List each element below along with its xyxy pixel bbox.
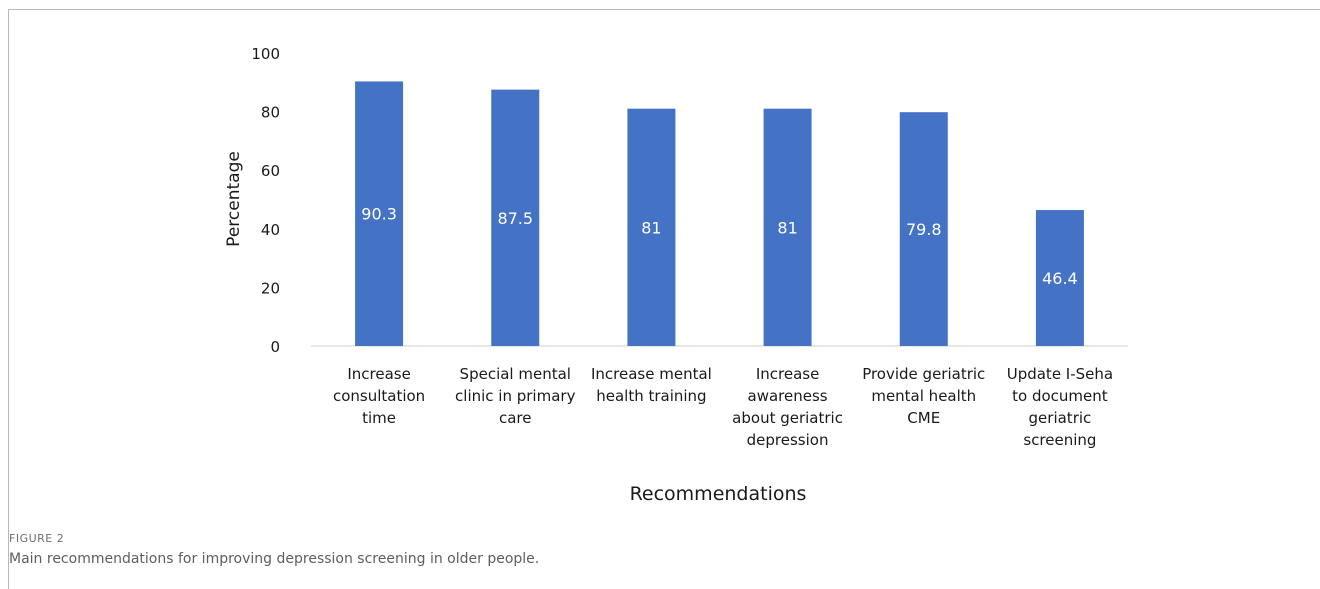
category-label-line: mental health: [871, 387, 976, 405]
y-tick-label: 100: [251, 45, 280, 63]
category-label-line: Provide geriatric: [862, 365, 985, 383]
category-label: Increase mental health training: [591, 365, 712, 405]
category-label-line: Increase: [756, 365, 819, 383]
category-label-line: awareness: [748, 387, 828, 405]
frame-top-border: [8, 9, 1320, 10]
data-label: 87.5: [497, 209, 533, 228]
category-label: Update I-Seha to document geriatric screeni…: [1007, 365, 1113, 449]
category-label-line: depression: [747, 431, 829, 449]
category-label-line: Increase: [347, 365, 410, 383]
category-label-line: care: [499, 409, 532, 427]
figure-label: FIGURE 2: [9, 532, 65, 545]
category-label-line: Special mental: [460, 365, 571, 383]
y-tick-label: 80: [261, 104, 280, 122]
category-label-line: to document: [1012, 387, 1108, 405]
y-tick-label: 40: [261, 221, 280, 239]
category-label-line: time: [362, 409, 396, 427]
category-label-line: geriatric: [1029, 409, 1092, 427]
category-label: Increase awareness about geriatric depressi…: [732, 365, 843, 449]
category-label-line: health training: [596, 387, 706, 405]
data-label: 79.8: [906, 220, 942, 239]
category-label: Special mental clinic in primary care: [455, 365, 576, 427]
bar: [627, 108, 676, 346]
category-label-line: Increase mental: [591, 365, 712, 383]
category-label: Increase consultation time: [333, 365, 425, 427]
bar: [763, 108, 812, 346]
figure-caption: Main recommendations for improving depre…: [9, 551, 540, 567]
data-label: 81: [641, 218, 661, 237]
y-tick-label: 60: [261, 162, 280, 180]
x-axis-title: Recommendations: [630, 483, 807, 505]
data-label: 46.4: [1042, 269, 1078, 288]
bar: [1035, 210, 1084, 346]
y-axis-title: Percentage: [224, 151, 244, 247]
data-label: 90.3: [361, 205, 397, 224]
category-label-line: Update I-Seha: [1007, 365, 1113, 383]
bar: [491, 89, 540, 346]
category-label-line: CME: [907, 409, 940, 427]
bar-chart: 0 20 40 60 80 100 90.3 Increase consultation time…: [224, 45, 1128, 505]
data-label: 81: [777, 218, 797, 237]
category-label-line: screening: [1023, 431, 1096, 449]
category-label-line: clinic in primary: [455, 387, 576, 405]
bar: [355, 81, 404, 347]
category-label-line: about geriatric: [732, 409, 843, 427]
bar: [899, 112, 948, 346]
y-tick-label: 0: [270, 338, 280, 356]
category-label: Provide geriatric mental health CME: [862, 365, 985, 427]
category-label-line: consultation: [333, 387, 425, 405]
y-tick-label: 20: [261, 279, 280, 297]
frame-left-border: [8, 9, 9, 589]
